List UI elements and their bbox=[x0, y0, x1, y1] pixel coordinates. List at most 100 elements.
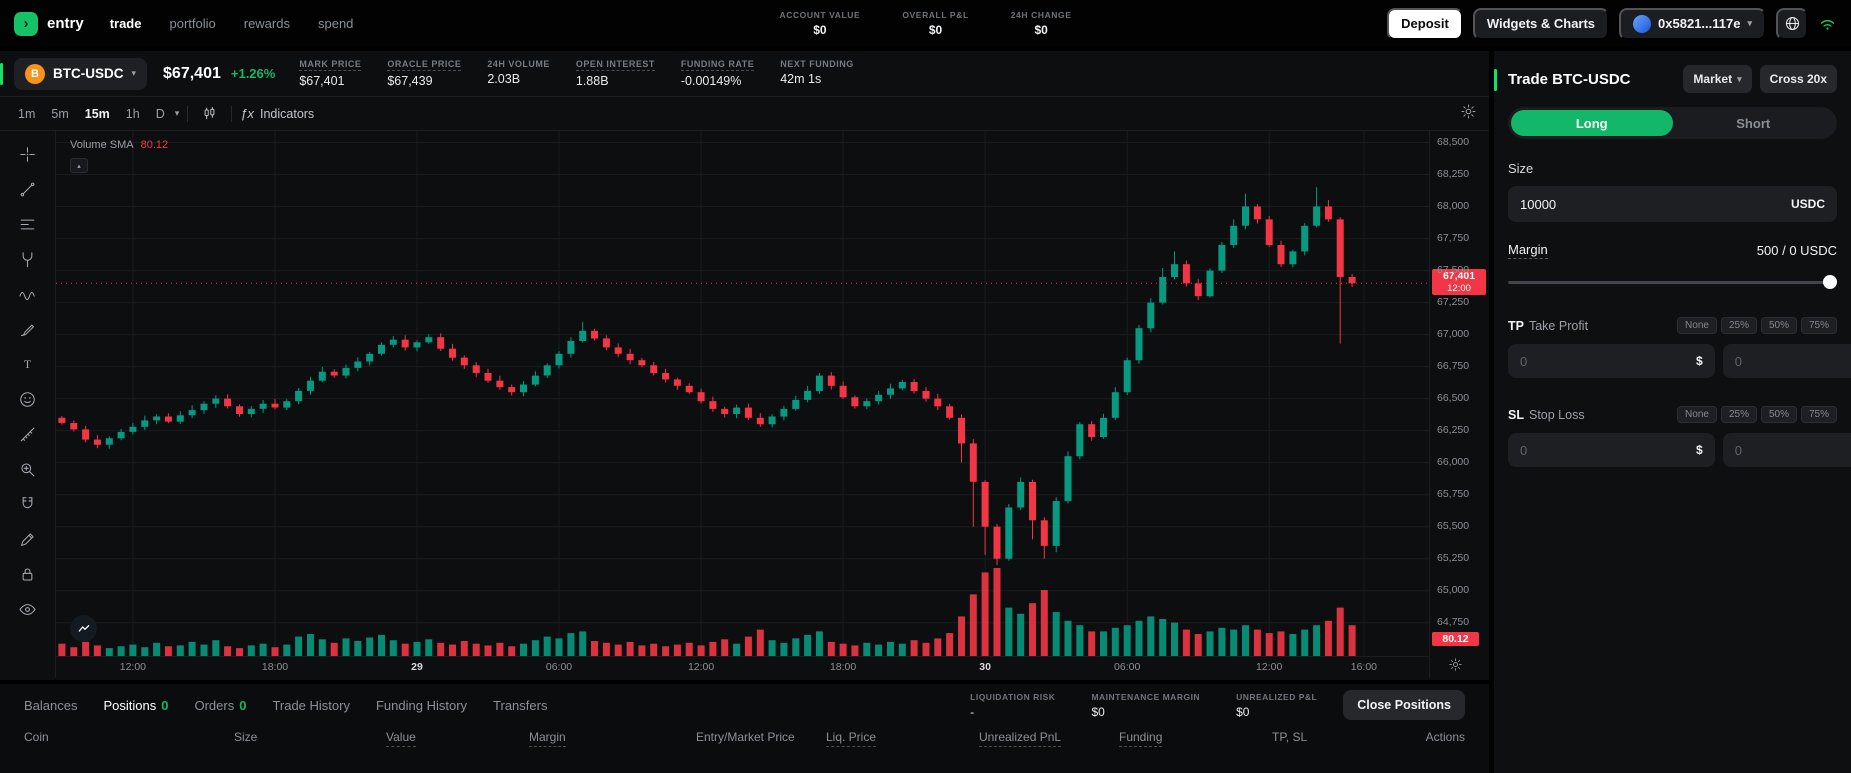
brand[interactable]: › entry bbox=[14, 11, 84, 36]
funding-rate-value: -0.00149% bbox=[680, 74, 742, 88]
magnet-icon[interactable] bbox=[13, 491, 43, 517]
timeframe-5m[interactable]: 5m bbox=[51, 106, 69, 121]
time-axis[interactable]: 12:00 18:00 29 06:00 12:00 18:00 30 06:00 12:00 1… bbox=[56, 656, 1429, 678]
size-input[interactable] bbox=[1520, 196, 1791, 212]
indicators-button[interactable]: Indicators bbox=[259, 106, 315, 121]
stat-value: $0 bbox=[813, 23, 827, 37]
long-button[interactable]: Long bbox=[1511, 110, 1673, 136]
eye-icon[interactable] bbox=[13, 596, 43, 622]
tp-chip-none[interactable]: None bbox=[1677, 317, 1717, 334]
timeframe-1m[interactable]: 1m bbox=[18, 106, 36, 121]
sl-chip-75[interactable]: 75% bbox=[1800, 406, 1837, 423]
timeframe-15m[interactable]: 15m bbox=[84, 106, 110, 121]
timeframe-1d[interactable]: D bbox=[155, 106, 165, 121]
open-interest-value: 1.88B bbox=[575, 74, 609, 88]
deposit-button[interactable]: Deposit bbox=[1387, 7, 1463, 40]
sl-price-input[interactable] bbox=[1520, 442, 1696, 458]
short-button[interactable]: Short bbox=[1736, 115, 1771, 131]
candlestick-chart[interactable] bbox=[56, 131, 1429, 656]
open-interest-label: OPEN INTEREST bbox=[575, 59, 655, 71]
timeframe-1h[interactable]: 1h bbox=[125, 106, 140, 121]
nav-item-portfolio[interactable]: portfolio bbox=[169, 16, 216, 31]
sl-chip-50[interactable]: 50% bbox=[1760, 406, 1797, 423]
side-toggle: Long Short bbox=[1508, 107, 1837, 139]
brush-icon[interactable] bbox=[13, 316, 43, 342]
stat-label: 24H CHANGE bbox=[1010, 10, 1072, 20]
crosshair-icon[interactable] bbox=[13, 141, 43, 167]
lock-icon[interactable] bbox=[13, 561, 43, 587]
tp-gain-input[interactable] bbox=[1734, 353, 1851, 369]
tab-transfers[interactable]: Transfers bbox=[493, 697, 548, 713]
language-button[interactable] bbox=[1776, 7, 1808, 40]
x-axis-label: 29 bbox=[411, 661, 423, 673]
last-price-badge: 67,401 12:00 bbox=[1432, 269, 1486, 296]
tp-chip-25[interactable]: 25% bbox=[1720, 317, 1757, 334]
y-axis-label: 65,250 bbox=[1437, 552, 1470, 565]
x-axis-label: 16:00 bbox=[1350, 661, 1378, 673]
y-axis-label: 68,000 bbox=[1437, 200, 1470, 212]
main-nav: trade portfolio rewards spend bbox=[110, 16, 354, 31]
nav-item-rewards[interactable]: rewards bbox=[243, 16, 290, 31]
emoji-icon[interactable] bbox=[13, 386, 43, 412]
sl-loss-input[interactable] bbox=[1734, 442, 1851, 458]
tab-trade-history[interactable]: Trade History bbox=[272, 697, 350, 713]
order-type-select[interactable]: Market ▾ bbox=[1683, 65, 1752, 93]
zoom-in-icon[interactable] bbox=[13, 456, 43, 482]
stat-value: $0 bbox=[928, 23, 943, 37]
pencil-icon[interactable] bbox=[13, 526, 43, 552]
x-axis-label: 12:00 bbox=[119, 661, 147, 673]
mark-price-value: $67,401 bbox=[299, 74, 345, 88]
pitchfork-icon[interactable] bbox=[13, 246, 43, 272]
tab-funding-history[interactable]: Funding History bbox=[375, 697, 468, 713]
nav-item-spend[interactable]: spend bbox=[317, 16, 354, 31]
axis-settings-icon[interactable] bbox=[1448, 657, 1463, 675]
leverage-button[interactable]: Cross 20x bbox=[1759, 65, 1837, 93]
tab-positions[interactable]: Positions 0 bbox=[103, 697, 169, 713]
nav-item-trade[interactable]: trade bbox=[109, 16, 142, 31]
legend-collapse-button[interactable]: ▴ bbox=[70, 158, 88, 173]
slider-track[interactable] bbox=[1508, 281, 1837, 284]
x-axis-label: 18:00 bbox=[261, 661, 289, 673]
fib-retracement-icon[interactable] bbox=[13, 211, 43, 237]
chart-toolbar: 1m 5m 15m 1h D ▾ ƒx Indicators bbox=[0, 97, 1489, 131]
timeframe-expand-icon[interactable]: ▾ bbox=[174, 108, 180, 118]
sl-price-suffix: $ bbox=[1696, 443, 1703, 457]
legend-value: 80.12 bbox=[140, 139, 169, 151]
candles-style-icon[interactable] bbox=[196, 105, 223, 122]
volume-label: 24H VOLUME bbox=[487, 59, 550, 69]
col-tp-sl: TP, SL bbox=[1272, 730, 1308, 744]
trend-line-icon[interactable] bbox=[13, 176, 43, 202]
chart-plot[interactable]: Volume SMA 80.12 ▴ 12:00 18:00 29 06:00 12:0… bbox=[56, 131, 1429, 678]
ruler-icon[interactable] bbox=[13, 421, 43, 447]
tradingview-logo[interactable] bbox=[70, 615, 97, 642]
wave-pattern-icon[interactable] bbox=[13, 281, 43, 307]
col-margin: Margin bbox=[529, 730, 566, 747]
tab-balances[interactable]: Balances bbox=[24, 697, 78, 713]
symbol-bar: B BTC-USDC ▾ $67,401 +1.26% MARK PRICE $6… bbox=[0, 51, 1489, 97]
price-axis[interactable]: 67,401 12:00 80.12 68,500 68,250 68,000 67,… bbox=[1429, 131, 1489, 678]
volume-value: 2.03B bbox=[487, 72, 521, 86]
tp-price-input-wrap: $ bbox=[1508, 344, 1715, 378]
tp-label: Take Profit bbox=[1528, 318, 1589, 333]
chart-settings-icon[interactable] bbox=[1460, 103, 1477, 125]
fx-icon[interactable]: ƒx bbox=[240, 106, 254, 121]
next-funding-value: 42m 1s bbox=[780, 72, 822, 86]
sl-chip-25[interactable]: 25% bbox=[1720, 406, 1757, 423]
drawing-toolbar: T bbox=[0, 131, 56, 678]
text-icon[interactable]: T bbox=[13, 351, 43, 377]
pair-selector[interactable]: B BTC-USDC ▾ bbox=[14, 57, 148, 90]
sl-chip-none[interactable]: None bbox=[1677, 406, 1717, 423]
margin-label: Margin bbox=[1508, 242, 1548, 259]
margin-slider[interactable] bbox=[1508, 275, 1837, 289]
stat-label: OVERALL P&L bbox=[902, 10, 969, 20]
liquidation-risk-stat: LIQUIDATION RISK - bbox=[970, 691, 1056, 719]
close-positions-button[interactable]: Close Positions bbox=[1343, 690, 1465, 720]
risk-stats: LIQUIDATION RISK - MAINTENANCE MARGIN $0 U… bbox=[970, 692, 1317, 719]
tp-chip-75[interactable]: 75% bbox=[1800, 317, 1837, 334]
tp-chip-50[interactable]: 50% bbox=[1760, 317, 1797, 334]
tp-price-input[interactable] bbox=[1520, 353, 1696, 369]
wallet-button[interactable]: 0x5821...117e ▾ bbox=[1619, 7, 1766, 40]
widgets-charts-button[interactable]: Widgets & Charts bbox=[1472, 7, 1610, 40]
slider-knob[interactable] bbox=[1823, 275, 1837, 289]
tab-orders[interactable]: Orders 0 bbox=[194, 697, 247, 713]
